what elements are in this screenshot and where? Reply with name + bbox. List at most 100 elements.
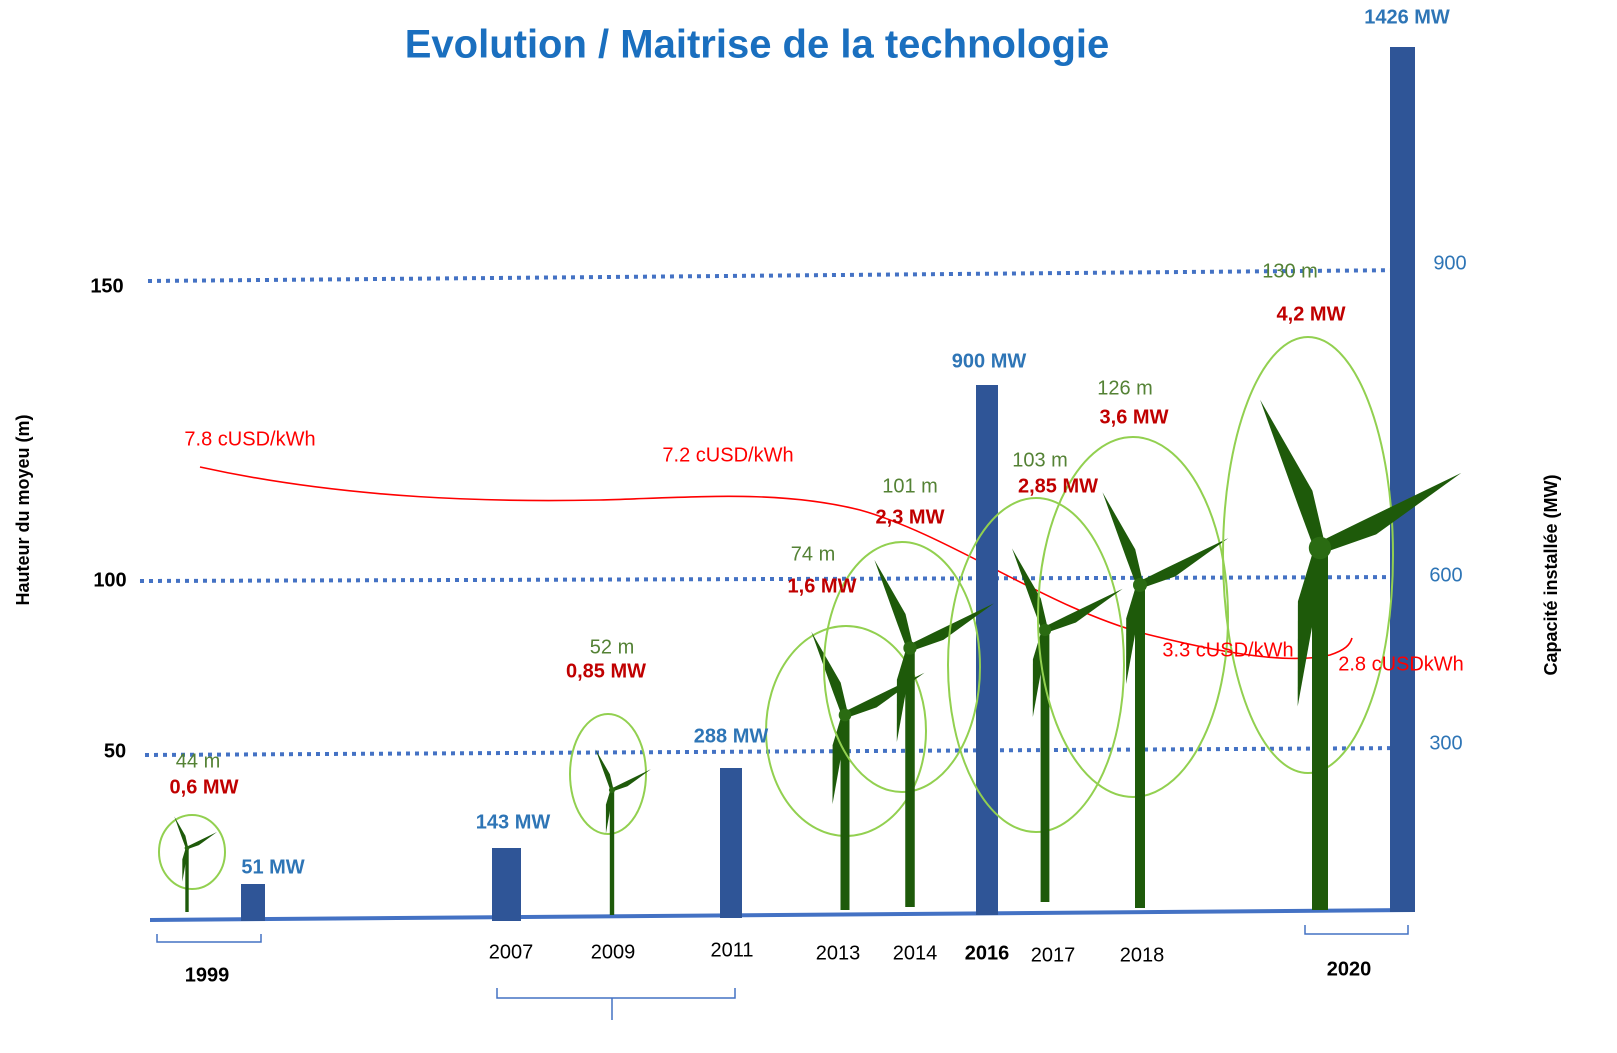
year-label: 2017 bbox=[1031, 944, 1076, 966]
turbine-blade bbox=[811, 631, 848, 717]
turbine-blade bbox=[611, 769, 651, 792]
power-label: 2,3 MW bbox=[876, 506, 945, 528]
capacity-label: 900 MW bbox=[952, 350, 1027, 372]
turbine-hub bbox=[838, 708, 852, 722]
year-label: 2009 bbox=[591, 941, 636, 963]
turbine-outline bbox=[947, 497, 1125, 833]
turbine-hub bbox=[903, 641, 917, 655]
turbine-hub bbox=[184, 845, 190, 851]
turbine-hub bbox=[1038, 623, 1052, 637]
turbine bbox=[158, 814, 226, 912]
turbine-blade bbox=[1043, 588, 1123, 633]
turbine-hub bbox=[1133, 578, 1147, 592]
turbine-tower bbox=[840, 715, 850, 910]
bracket bbox=[156, 934, 262, 943]
right-tick-label: 900 bbox=[1433, 252, 1466, 274]
turbine-hub bbox=[1308, 536, 1332, 560]
left-tick-label: 100 bbox=[93, 569, 126, 591]
power-label: 2,85 MW bbox=[1018, 475, 1098, 497]
turbines bbox=[158, 336, 1462, 915]
bars bbox=[241, 47, 1415, 921]
turbine-blade bbox=[174, 816, 189, 849]
power-label: 0,85 MW bbox=[566, 660, 646, 682]
bracket bbox=[1304, 925, 1409, 935]
baseline bbox=[149, 908, 1416, 922]
turbine-outline bbox=[1037, 436, 1229, 798]
hub-height-label: 52 m bbox=[590, 636, 634, 658]
cost-label: 3.3 cUSD/kWh bbox=[1162, 639, 1293, 661]
hub-height-label: 44 m bbox=[176, 750, 220, 772]
turbine-blade bbox=[605, 789, 614, 834]
cost-label: 7.2 cUSD/kWh bbox=[662, 444, 793, 466]
dotted-lines bbox=[139, 268, 1416, 757]
power-label: 4,2 MW bbox=[1277, 303, 1346, 325]
hub-height-label: 101 m bbox=[882, 475, 938, 497]
year-label: 2013 bbox=[816, 942, 861, 964]
turbine-blade bbox=[896, 647, 914, 743]
hub-height-label: 126 m bbox=[1097, 377, 1153, 399]
turbine-blade bbox=[1297, 547, 1326, 707]
right-tick-label: 300 bbox=[1429, 732, 1462, 754]
hub-height-label: 74 m bbox=[791, 543, 835, 565]
turbine-outline bbox=[1222, 336, 1394, 774]
capacity-label: 51 MW bbox=[241, 856, 304, 878]
year-label: 2007 bbox=[489, 941, 534, 963]
turbine-blade bbox=[874, 559, 914, 650]
turbine bbox=[569, 713, 651, 915]
left-axis-label: Hauteur du moyeu (m) bbox=[13, 414, 33, 605]
capacity-bar bbox=[1390, 47, 1415, 912]
cost-label: 7.8 cUSD/kWh bbox=[184, 428, 315, 450]
year-label: 1999 bbox=[185, 964, 230, 986]
right-tick-label: 600 bbox=[1429, 564, 1462, 586]
left-tick-label: 50 bbox=[104, 740, 126, 762]
year-label: 2016 bbox=[965, 942, 1010, 964]
dotted-line bbox=[147, 268, 1416, 283]
dotted-line bbox=[139, 575, 1416, 583]
hub-height-label: 103 m bbox=[1012, 449, 1068, 471]
year-label: 2018 bbox=[1120, 944, 1165, 966]
capacity-bar bbox=[976, 385, 998, 915]
year-label: 2011 bbox=[710, 939, 753, 961]
turbine-tower bbox=[905, 648, 915, 907]
turbine-outline bbox=[158, 814, 226, 890]
power-label: 0,6 MW bbox=[170, 776, 239, 798]
title: Evolution / Maitrise de la technologie bbox=[405, 23, 1110, 67]
capacity-label: 1426 MW bbox=[1364, 6, 1450, 28]
capacity-label: 288 MW bbox=[694, 725, 769, 747]
power-label: 3,6 MW bbox=[1100, 406, 1169, 428]
turbine-tower bbox=[609, 790, 615, 915]
capacity-bar bbox=[720, 768, 742, 918]
dotted-line bbox=[144, 746, 1416, 757]
left-tick-label: 150 bbox=[90, 275, 123, 297]
right-axis-label: Capacité installée (MW) bbox=[1541, 474, 1561, 675]
turbine-tower bbox=[185, 848, 189, 912]
turbine bbox=[1222, 336, 1462, 910]
hub-height-label: 130 m bbox=[1262, 260, 1318, 282]
turbine bbox=[823, 541, 994, 907]
turbine-blade bbox=[182, 847, 189, 882]
capacity-label: 143 MW bbox=[476, 811, 551, 833]
turbine-tower bbox=[1135, 585, 1145, 908]
turbine-blade bbox=[1102, 492, 1144, 587]
turbine-blade bbox=[1126, 584, 1144, 684]
turbine-blade bbox=[1260, 399, 1326, 551]
turbine-blade bbox=[1032, 629, 1049, 718]
capacity-bar bbox=[492, 848, 521, 921]
turbine-outline bbox=[823, 541, 981, 793]
cost-label: 2.8 cUSDkWh bbox=[1338, 653, 1464, 675]
turbine-hub bbox=[608, 786, 616, 794]
turbine-outline bbox=[569, 713, 647, 835]
year-label: 2020 bbox=[1327, 958, 1372, 980]
bracket bbox=[496, 988, 736, 1020]
capacity-bar bbox=[241, 884, 265, 921]
turbine-blade bbox=[1317, 472, 1462, 554]
turbine-tower bbox=[1312, 548, 1328, 910]
turbine-blade bbox=[186, 832, 217, 850]
labels: 150 100 50 900 600 300 1999 2007 2009 2011 2013 201… bbox=[90, 6, 1466, 986]
turbine-blade bbox=[595, 749, 614, 791]
turbine bbox=[1037, 436, 1229, 908]
brackets bbox=[156, 925, 1409, 1020]
power-label: 1,6 MW bbox=[788, 575, 857, 597]
year-label: 2014 bbox=[893, 942, 938, 964]
